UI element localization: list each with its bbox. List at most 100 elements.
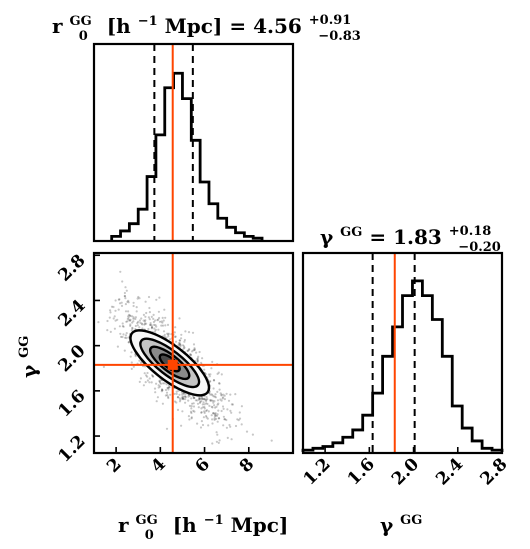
scatter-point bbox=[212, 412, 215, 415]
joint-x-tick-label-3: 8 bbox=[236, 454, 259, 477]
scatter-point bbox=[197, 355, 200, 358]
scatter-point bbox=[143, 322, 147, 325]
scatter-point bbox=[139, 361, 142, 364]
gamma-x-tick-label-4: 2.8 bbox=[476, 454, 511, 489]
scatter-point bbox=[217, 371, 220, 374]
scatter-point bbox=[211, 360, 214, 363]
scatter-point bbox=[132, 317, 135, 320]
scatter-point bbox=[182, 392, 185, 395]
scatter-point bbox=[182, 395, 185, 398]
scatter-point bbox=[161, 388, 164, 392]
scatter-point bbox=[160, 388, 164, 391]
scatter-point bbox=[154, 324, 157, 327]
scatter-point bbox=[196, 402, 200, 405]
scatter-point bbox=[158, 316, 161, 320]
scatter-point bbox=[227, 399, 231, 402]
scatter-point bbox=[196, 359, 199, 363]
scatter-point bbox=[152, 320, 155, 324]
scatter-point bbox=[190, 397, 193, 400]
scatter-point bbox=[238, 411, 241, 414]
scatter-point bbox=[125, 336, 128, 340]
scatter-point bbox=[234, 424, 238, 428]
scatter-point bbox=[146, 379, 149, 382]
scatter-point bbox=[148, 381, 151, 384]
scatter-point bbox=[159, 382, 163, 385]
scatter-point bbox=[177, 344, 180, 347]
scatter-point bbox=[163, 382, 166, 385]
scatter-point bbox=[210, 405, 213, 408]
scatter-point bbox=[159, 381, 162, 384]
gamma-x-tick-label-0: 1.2 bbox=[300, 454, 335, 489]
scatter-point bbox=[216, 399, 220, 402]
scatter-point bbox=[223, 398, 226, 401]
scatter-point bbox=[136, 324, 139, 327]
joint-scatter-panel: 2 4 6 8 1.2 1.6 2.0 2.4 2.8 bbox=[54, 251, 295, 477]
scatter-point bbox=[184, 393, 187, 396]
scatter-point bbox=[176, 408, 180, 411]
gamma-panel-title: γ GG = 1.83 +0.18 −0.20 bbox=[320, 216, 501, 255]
scatter-point bbox=[165, 427, 169, 430]
scatter-point bbox=[200, 400, 203, 403]
scatter-point bbox=[127, 316, 130, 319]
scatter-point bbox=[120, 335, 123, 338]
scatter-point bbox=[197, 398, 201, 401]
scatter-point bbox=[156, 319, 159, 322]
scatter-point bbox=[219, 392, 222, 395]
scatter-point bbox=[203, 407, 206, 410]
scatter-point bbox=[225, 426, 228, 429]
scatter-point bbox=[121, 322, 124, 325]
scatter-point bbox=[125, 332, 128, 335]
scatter-point bbox=[215, 405, 218, 408]
scatter-point bbox=[119, 332, 122, 335]
scatter-point bbox=[142, 313, 145, 316]
scatter-point bbox=[225, 392, 228, 395]
scatter-point bbox=[168, 386, 171, 389]
scatter-point bbox=[230, 403, 233, 406]
scatter-point bbox=[137, 295, 140, 299]
scatter-point bbox=[160, 320, 163, 323]
scatter-point bbox=[167, 396, 170, 400]
scatter-point bbox=[218, 388, 221, 391]
scatter-point bbox=[210, 399, 213, 402]
scatter-point bbox=[161, 402, 164, 405]
scatter-point bbox=[160, 390, 163, 393]
scatter-point bbox=[205, 416, 208, 419]
scatter-point bbox=[132, 316, 135, 319]
scatter-point bbox=[200, 411, 203, 414]
scatter-point bbox=[236, 418, 239, 421]
scatter-point bbox=[168, 386, 171, 389]
scatter-point bbox=[148, 306, 151, 310]
scatter-point bbox=[136, 322, 139, 325]
scatter-point bbox=[222, 424, 225, 427]
scatter-point bbox=[203, 398, 206, 401]
scatter-point bbox=[214, 396, 217, 399]
scatter-point bbox=[212, 379, 216, 382]
scatter-point bbox=[150, 315, 153, 318]
scatter-point bbox=[174, 326, 177, 329]
scatter-point bbox=[213, 418, 216, 421]
scatter-point bbox=[206, 402, 209, 406]
scatter-point bbox=[188, 394, 191, 397]
scatter-point bbox=[215, 431, 218, 434]
scatter-point bbox=[167, 332, 170, 335]
scatter-point bbox=[157, 384, 160, 387]
scatter-point bbox=[140, 317, 143, 320]
scatter-point bbox=[167, 333, 170, 336]
scatter-point bbox=[230, 411, 233, 414]
scatter-point bbox=[190, 407, 193, 410]
scatter-point bbox=[150, 324, 153, 327]
scatter-point bbox=[135, 310, 138, 313]
scatter-point bbox=[212, 395, 215, 398]
scatter-point bbox=[109, 311, 112, 314]
scatter-point bbox=[218, 382, 221, 385]
scatter-point bbox=[217, 409, 220, 412]
scatter-point bbox=[122, 325, 125, 328]
scatter-point bbox=[167, 386, 170, 389]
scatter-point bbox=[123, 294, 126, 298]
scatter-point bbox=[181, 396, 184, 399]
scatter-point bbox=[183, 346, 186, 349]
scatter-point bbox=[203, 403, 206, 406]
scatter-point bbox=[149, 323, 152, 326]
scatter-point bbox=[200, 411, 203, 414]
scatter-point bbox=[125, 289, 128, 292]
